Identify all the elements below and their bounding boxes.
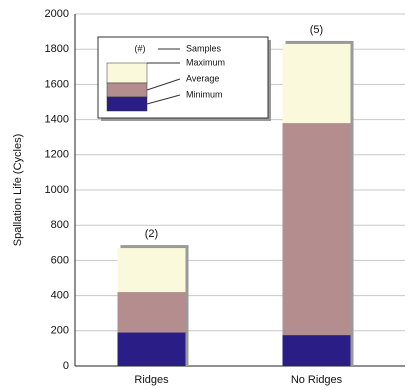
y-tick-label: 200 <box>51 325 69 337</box>
y-tick-label: 1000 <box>45 184 69 196</box>
legend-swatch <box>106 82 148 98</box>
y-axis-label: Spallation Life (Cycles) <box>12 134 24 247</box>
y-tick-label: 2000 <box>45 8 69 20</box>
legend-label: Maximum <box>186 57 225 67</box>
legend-label: Samples <box>186 43 222 53</box>
bar-segment <box>282 123 351 367</box>
sample-label: (5) <box>310 24 323 36</box>
legend-leader <box>146 78 181 91</box>
y-tick-label: 1400 <box>45 114 69 126</box>
legend-leader <box>146 94 181 105</box>
y-tick-label: 1600 <box>45 78 69 90</box>
y-tick-label: 600 <box>51 254 69 266</box>
legend-label: Minimum <box>186 89 223 99</box>
legend-label: Average <box>186 73 219 83</box>
legend-swatch <box>106 62 148 84</box>
y-tick-label: 1200 <box>45 149 69 161</box>
y-tick-label: 800 <box>51 219 69 231</box>
y-tick-label: 400 <box>51 290 69 302</box>
bar-segment <box>282 335 351 366</box>
sample-label: (2) <box>145 228 158 240</box>
legend-symbol: (#) <box>135 43 146 53</box>
bar-segment <box>117 332 186 366</box>
y-tick-label: 0 <box>63 360 69 372</box>
x-tick-label: No Ridges <box>291 374 343 386</box>
legend-swatch <box>106 96 148 112</box>
x-tick-label: Ridges <box>134 374 169 386</box>
y-tick-label: 1800 <box>45 43 69 55</box>
